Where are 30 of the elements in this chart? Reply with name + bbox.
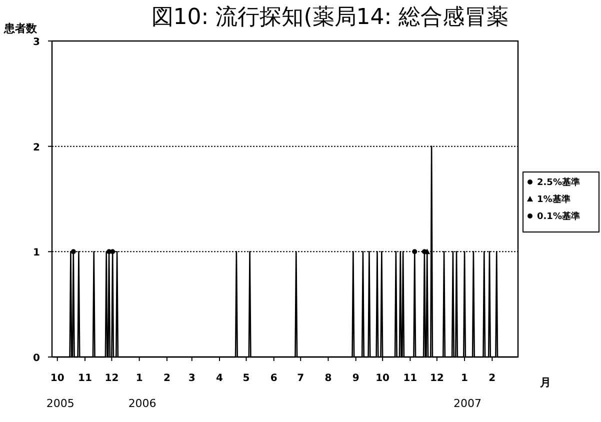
legend-label: 0.1%基準 bbox=[537, 211, 580, 222]
x-tick-label: 12 bbox=[430, 373, 444, 384]
x-tick-label: 1 bbox=[136, 373, 143, 384]
x-tick-label: 2 bbox=[163, 373, 170, 384]
legend-label: 1%基準 bbox=[537, 194, 570, 205]
y-tick-label: 1 bbox=[33, 248, 40, 259]
text: 2005 bbox=[46, 397, 74, 410]
x-tick-label: 4 bbox=[216, 373, 224, 384]
x-tick-label: 5 bbox=[242, 373, 250, 384]
x-tick-label: 11 bbox=[403, 373, 418, 384]
x-tick-label: 3 bbox=[188, 373, 196, 384]
x-tick-label: 8 bbox=[324, 373, 332, 384]
x-tick-label: 2 bbox=[488, 373, 496, 384]
x-tick-label: 6 bbox=[270, 373, 278, 384]
x-tick-label: 12 bbox=[104, 373, 119, 384]
y-tick-label: 3 bbox=[33, 37, 40, 48]
y-tick-label: 2 bbox=[33, 142, 40, 154]
x-tick-label: 11 bbox=[78, 373, 92, 384]
y-tick-label: 0 bbox=[33, 353, 40, 364]
x-tick-label: 10 bbox=[376, 373, 390, 384]
title: 図10: 流行探知(薬局14: 総合感冒薬 bbox=[151, 5, 509, 30]
text: 2007 bbox=[454, 397, 482, 410]
x-tick-label: 1 bbox=[461, 373, 468, 384]
ylabel: 患者数 bbox=[4, 22, 37, 35]
xlabel: 月 bbox=[540, 376, 551, 389]
x-tick-label: 9 bbox=[352, 373, 360, 384]
x-tick-label: 7 bbox=[297, 373, 304, 384]
text: 2006 bbox=[128, 397, 156, 410]
legend-label: 2.5%基準 bbox=[537, 177, 580, 188]
x-tick-label: 10 bbox=[50, 373, 64, 384]
